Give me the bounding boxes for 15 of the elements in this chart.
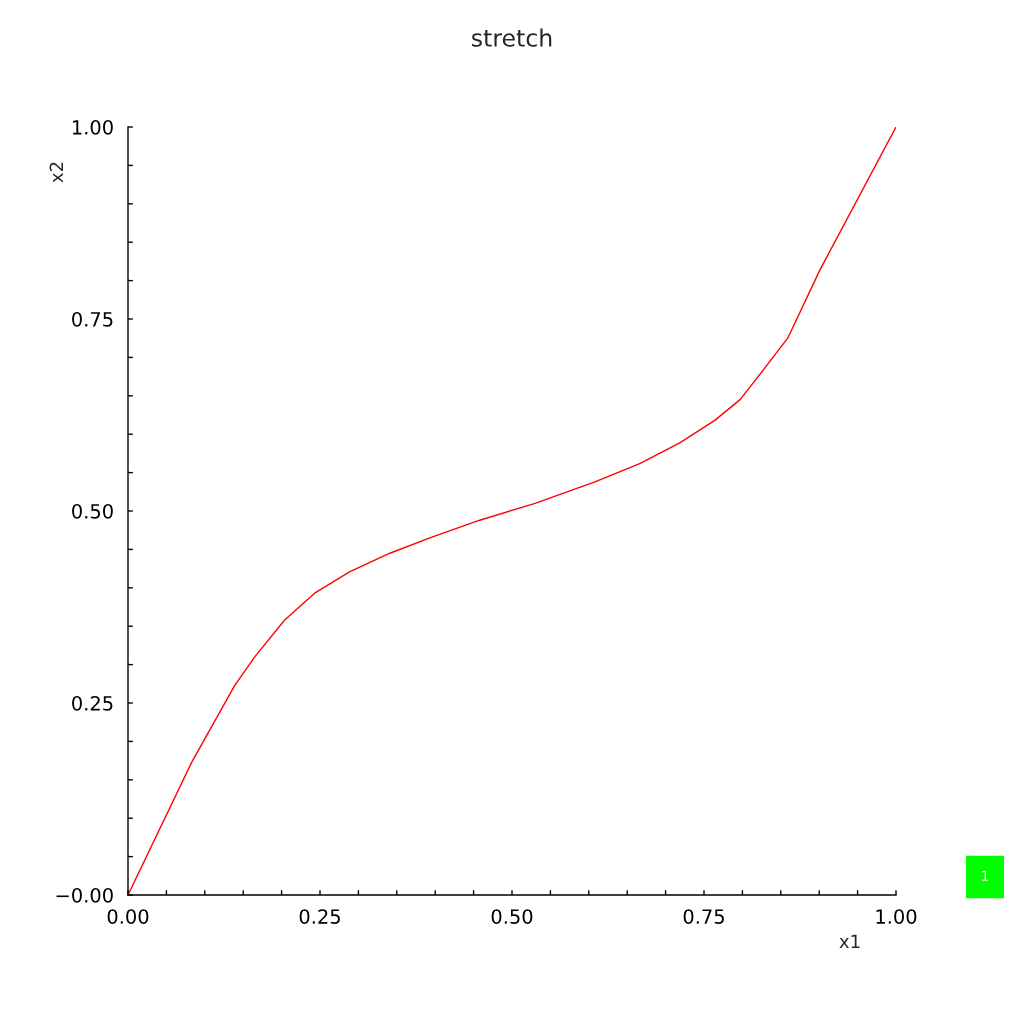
y-tick-label: 0.25 (72, 695, 113, 711)
text: 1 (982, 870, 989, 881)
x-tick-label: 0.25 (299, 909, 340, 924)
y-tick-label: −0.00 (56, 887, 113, 903)
y-tick-label: 1.00 (72, 119, 113, 135)
line-series (128, 127, 896, 895)
x-axis-title: x1 (839, 934, 860, 948)
x-tick-label: 0.75 (683, 909, 724, 924)
y-axis-title: x2 (49, 162, 63, 183)
y-tick-label: 0.75 (72, 311, 113, 327)
x-tick-label: 0.00 (107, 909, 149, 924)
x-tick-label: 0.50 (491, 909, 533, 924)
y-tick-label: 0.50 (72, 503, 113, 519)
x-tick-label: 1.00 (876, 909, 917, 924)
chart-title: stretch (472, 28, 552, 47)
